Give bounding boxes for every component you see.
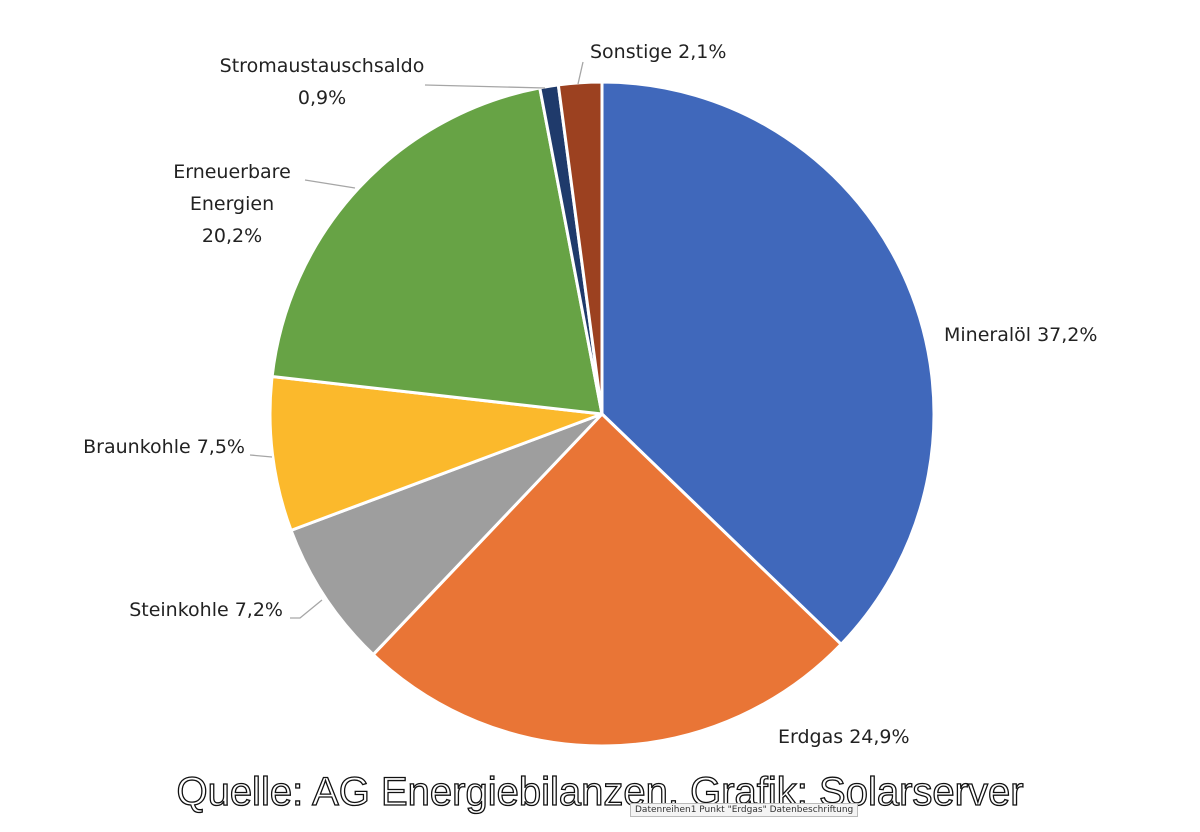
value-label: 24,9% (849, 726, 910, 748)
value-label: 0,9% (297, 87, 347, 109)
data-label: Steinkohle 7,2% (129, 594, 283, 626)
value-label: 20,2% (201, 225, 263, 247)
category-label: Erneuerbare Energien (173, 161, 291, 215)
value-label: 2,1% (678, 41, 727, 63)
data-label: Erneuerbare Energien 20,2% (173, 156, 291, 252)
leader-line (290, 599, 323, 619)
pie-slice (270, 86, 604, 416)
pie-slice (371, 411, 844, 748)
pie-slice (600, 80, 936, 647)
pie-slice (268, 374, 603, 533)
category-label: Stromaustauschsaldo (219, 55, 425, 77)
value-label: 7,2% (234, 599, 283, 621)
data-label: Mineralöl 37,2% (944, 319, 1097, 351)
data-label: Erdgas 24,9% (778, 721, 910, 753)
leader-line (249, 454, 273, 458)
category-label: Braunkohle (83, 436, 191, 458)
source: Quelle: AG Energiebilanzen, Grafik: Sola… (176, 769, 1024, 814)
value-label: 7,5% (196, 436, 245, 458)
leader-line (577, 61, 584, 85)
leader-line (304, 179, 356, 189)
value-label: 37,2% (1037, 324, 1098, 346)
data-label: Braunkohle 7,5% (83, 431, 245, 463)
category-label: Erdgas (778, 726, 844, 748)
category-label: Mineralöl (944, 324, 1032, 346)
pie-slice (289, 412, 604, 657)
data-label: Sonstige 2,1% (590, 36, 726, 68)
category-label: Sonstige (590, 41, 673, 63)
leader-line (424, 84, 546, 89)
category-label: Steinkohle (129, 599, 229, 621)
pie-slice (556, 80, 604, 415)
tooltip: Datenreihen1 Punkt "Erdgas" Datenbeschri… (630, 803, 859, 817)
data-label: Stromaustauschsaldo 0,9% (207, 50, 437, 114)
